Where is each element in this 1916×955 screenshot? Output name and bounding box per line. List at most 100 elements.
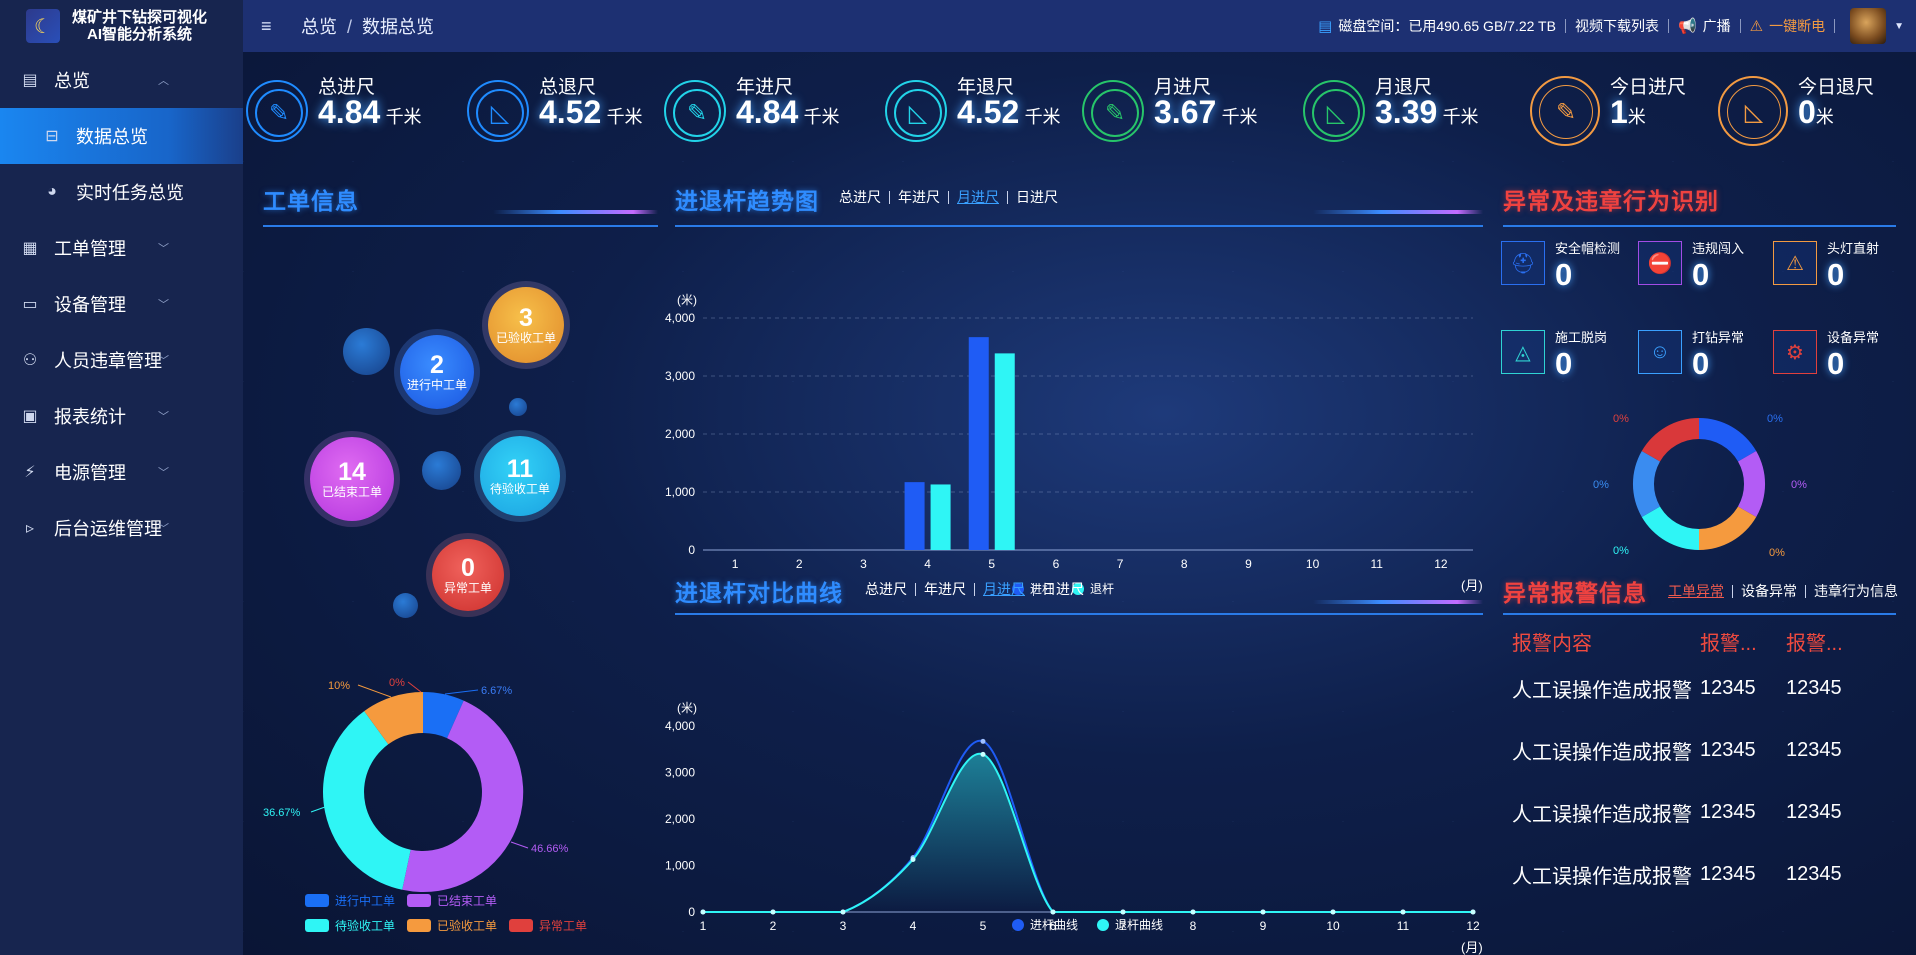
tab-total[interactable]: 总进尺	[839, 189, 881, 205]
bubble-in-progress[interactable]: 2 进行中工单	[400, 335, 474, 409]
table-row[interactable]: 人工误操作造成报警 12345 12345	[1500, 781, 1900, 843]
tab-total[interactable]: 总进尺	[865, 581, 907, 597]
x-tick-label: 2	[770, 919, 777, 933]
legend-swatch	[407, 894, 432, 907]
breadcrumb-root[interactable]: 总览	[301, 17, 337, 37]
legend-swatch	[509, 919, 534, 932]
donut-slice-accepted[interactable]	[364, 692, 423, 745]
sidebar-item-reports[interactable]: ▣ 报表统计 ﹀	[0, 388, 243, 444]
y-tick-label: 2,000	[665, 427, 695, 441]
app-title-line2: AI智能分析系统	[87, 26, 193, 43]
menu-toggle-icon[interactable]: ≡	[261, 15, 272, 36]
legend-item[interactable]: 待验收工单	[305, 917, 395, 934]
helmet-icon: ⛑	[1501, 241, 1545, 285]
column-header[interactable]: 报警...	[1786, 632, 1843, 655]
legend-item[interactable]: 进行中工单	[305, 892, 395, 909]
data-point	[1470, 909, 1476, 915]
donut-slice-finished[interactable]	[402, 700, 524, 893]
violation-device[interactable]: ⚙ 设备异常 0	[1773, 330, 1913, 400]
bubble-count: 2	[430, 351, 444, 379]
legend-swatch	[305, 894, 329, 907]
violation-value: 0	[1827, 346, 1845, 381]
triangle-ruler-icon: ◺	[467, 80, 529, 142]
x-tick-label: 7	[1120, 919, 1127, 933]
tab-day[interactable]: 日进尺	[1016, 189, 1058, 205]
tab-workorder-abnormal[interactable]: 工单异常	[1668, 583, 1724, 599]
header-actions: ▤ 磁盘空间：已用490.65 GB/7.22 TB 视频下载列表 📢 广播 ⚠…	[1318, 0, 1904, 52]
y-axis-label: (米)	[677, 701, 697, 715]
donut-slice-pending[interactable]	[322, 711, 411, 890]
donut-slice-in-progress[interactable]	[423, 691, 464, 739]
bubble-pending-accept[interactable]: 11 待验收工单	[480, 436, 560, 516]
table-header: 报警内容 报警... 报警...	[1500, 625, 1900, 657]
sidebar-item-workorders[interactable]: ▦ 工单管理 ﹀	[0, 220, 243, 276]
power-off-icon: ⚠	[1749, 18, 1764, 35]
stat-value: 4.52	[957, 94, 1020, 130]
decor-bubble	[343, 328, 390, 375]
table-row[interactable]: 人工误操作造成报警 12345 12345	[1500, 843, 1900, 905]
server-icon: ▭	[22, 296, 38, 313]
table-cell: 12345	[1786, 862, 1842, 885]
breadcrumb-current: 数据总览	[362, 17, 435, 37]
x-tick-label: 5	[980, 919, 987, 933]
ruler-icon: ✎	[246, 80, 308, 142]
sidebar-item-overview[interactable]: ▤ 总览 ︿	[0, 52, 243, 108]
x-tick-label: 12	[1434, 557, 1448, 571]
sidebar-item-power[interactable]: ⚡ 电源管理 ﹀	[0, 444, 243, 500]
ring-slice[interactable]	[1738, 451, 1766, 517]
legend-item[interactable]: 已验收工单	[407, 917, 497, 934]
sidebar-item-violations[interactable]: ⚇ 人员违章管理 ﹀	[0, 332, 243, 388]
ring-slice[interactable]	[1699, 418, 1757, 462]
ring-slice[interactable]	[1641, 418, 1699, 462]
tab-device-abnormal[interactable]: 设备异常	[1741, 583, 1797, 599]
tab-violation-info[interactable]: 违章行为信息	[1814, 583, 1898, 599]
bubble-abnormal[interactable]: 0 异常工单	[432, 539, 504, 611]
y-tick-label: 1,000	[665, 485, 695, 499]
sidebar-item-data-overview[interactable]: ⊟ 数据总览	[0, 108, 243, 164]
ring-slice[interactable]	[1641, 506, 1699, 551]
tab-year[interactable]: 年进尺	[924, 581, 966, 597]
stat-value: 1	[1610, 94, 1628, 130]
broadcast-button[interactable]: 广播	[1702, 18, 1731, 34]
workorder-legend: 进行中工单 已结束工单 待验收工单 已验收工单 异常工单	[305, 892, 605, 942]
tab-year[interactable]: 年进尺	[898, 189, 940, 205]
table-row[interactable]: 人工误操作造成报警 12345 12345	[1500, 719, 1900, 781]
drill-icon: ☺	[1638, 330, 1682, 374]
table-row[interactable]: 人工误操作造成报警 12345 12345	[1500, 657, 1900, 719]
power-off-button[interactable]: 一键断电	[1769, 18, 1826, 34]
column-header[interactable]: 报警...	[1700, 632, 1757, 655]
bubble-accepted[interactable]: 3 已验收工单	[488, 287, 564, 363]
violation-absence[interactable]: ◬ 施工脱岗 0	[1501, 330, 1641, 400]
bubble-finished[interactable]: 14 已结束工单	[310, 437, 394, 521]
stat-label: 今日退尺	[1798, 77, 1875, 98]
caret-down-icon[interactable]: ▼	[1894, 20, 1904, 32]
stat-unit: 千米	[1442, 107, 1479, 127]
avatar[interactable]	[1850, 8, 1887, 44]
sidebar-item-devices[interactable]: ▭ 设备管理 ﹀	[0, 276, 243, 332]
y-axis-label: (米)	[677, 293, 697, 307]
ring-slice[interactable]	[1632, 451, 1660, 517]
x-tick-label: 5	[988, 557, 995, 571]
x-tick-label: 11	[1371, 557, 1384, 571]
tab-day[interactable]: 日进尺	[1042, 581, 1084, 597]
tab-month[interactable]: 月进尺	[983, 581, 1025, 597]
chevron-down-icon: ﹀	[158, 243, 169, 255]
violation-intrusion[interactable]: ⛔ 违规闯入 0	[1638, 241, 1778, 311]
stat-today-advance: ✎ 今日进尺 1米	[1530, 70, 1686, 170]
sidebar-item-ops[interactable]: ▹ 后台运维管理 ﹀	[0, 500, 243, 556]
legend-item[interactable]: 已结束工单	[407, 892, 497, 909]
violation-drill[interactable]: ☺ 打钻异常 0	[1638, 330, 1778, 400]
violation-label: 头灯直射	[1827, 241, 1880, 256]
divider	[1805, 584, 1806, 598]
video-download-link[interactable]: 视频下载列表	[1574, 18, 1659, 34]
legend-item[interactable]: 异常工单	[509, 917, 587, 934]
column-header[interactable]: 报警内容	[1512, 632, 1592, 655]
ring-slice[interactable]	[1699, 506, 1757, 551]
stat-today-retreat: ◺ 今日退尺 0米	[1718, 70, 1874, 170]
sidebar-item-realtime-tasks[interactable]: ◕ 实时任务总览	[0, 164, 243, 220]
violation-helmet[interactable]: ⛑ 安全帽检测 0	[1501, 241, 1641, 311]
table-cell: 12345	[1786, 800, 1842, 823]
y-tick-label: 3,000	[665, 766, 695, 780]
tab-month[interactable]: 月进尺	[957, 189, 999, 205]
violation-headlamp[interactable]: ⚠ 头灯直射 0	[1773, 241, 1913, 311]
